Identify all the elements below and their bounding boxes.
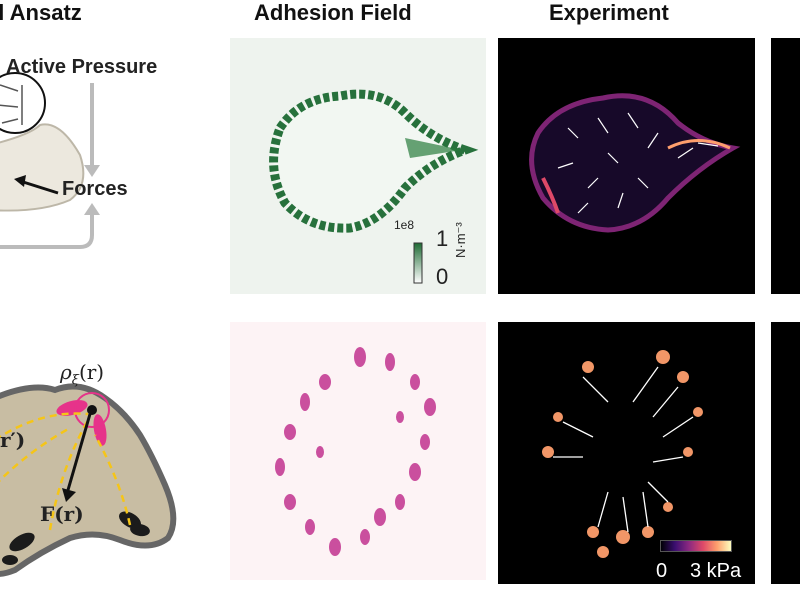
side-panel-top [771,38,800,294]
model-ansatz-heading: el Ansatz [0,0,82,25]
rho-label: ρξ(r) [60,360,105,388]
active-pressure-schematic [0,72,100,249]
adhesion-scale-min: 0 [436,264,449,289]
force-label: F(r) [40,502,84,526]
feedback-arrow [0,213,94,249]
active-pressure-label: Active Pressure [6,56,158,78]
forces-label: Forces [62,178,128,200]
cell-shape [0,123,85,212]
adhesion-model-schematic [0,383,177,577]
adhesion-scale-unit: N·m⁻³ [453,222,468,258]
adhesion-patch [56,400,88,416]
adhesion-scale-max: 1 [436,226,449,251]
adhesion-scale-exponent: 1e8 [394,218,415,232]
experiment-traction-top [498,38,755,294]
adhesion-field-bottom [230,322,486,580]
rho-circle [74,392,110,428]
adhesion-field-top [230,38,486,294]
side-panel-bottom [771,322,800,584]
colorbar-min-label: 0 [656,560,668,582]
colorbar-max-label: 3 kPa [690,560,742,582]
partial-r-label: r′) [0,428,26,452]
adhesion-field-heading: Adhesion Field [254,0,412,25]
experiment-heading: Experiment [549,0,669,25]
force-arrow [19,179,59,195]
traction-force-arrow [66,413,92,491]
traction-colorbar [660,540,732,552]
